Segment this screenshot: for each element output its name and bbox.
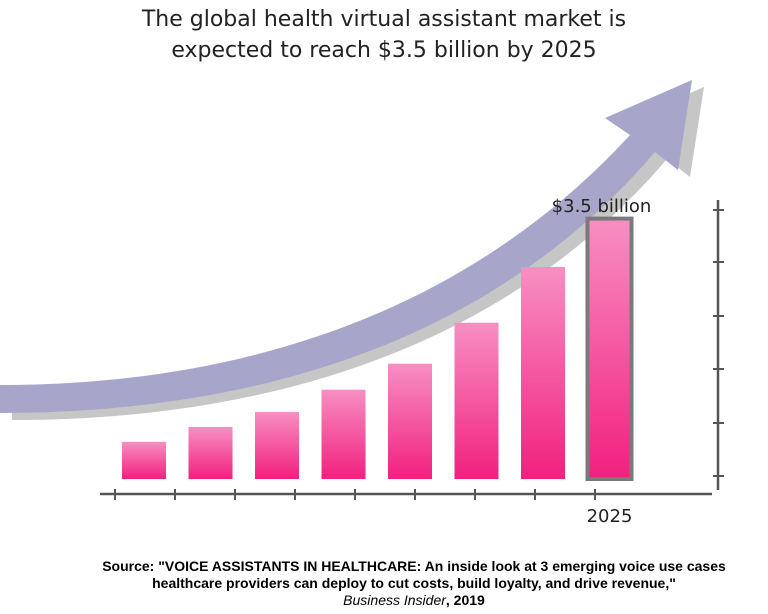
bar-6 [454,322,499,479]
source-publication: Business Insider [343,592,446,608]
bar-7 [521,266,565,479]
source-line-1: Source: "VOICE ASSISTANTS IN HEALTHCARE:… [102,558,726,574]
bar-chart: $3.5 billion 2025 [0,80,724,527]
source-year: 2019 [453,592,485,608]
bar-1 [122,441,166,479]
title-line-1: The global health virtual assistant mark… [141,7,627,32]
bar-4 [321,389,366,479]
chart-title: The global health virtual assistant mark… [0,4,768,66]
source-line-2: healthcare providers can deploy to cut c… [152,575,676,591]
bar-3 [255,412,299,479]
value-label-2025: $3.5 billion [552,196,652,217]
bar-8 [585,216,634,481]
bar-2 [188,426,233,479]
source-citation: Source: "VOICE ASSISTANTS IN HEALTHCARE:… [60,558,768,609]
bar-5 [388,363,432,479]
source-line-3: Business Insider, 2019 [60,592,768,609]
title-line-2: expected to reach $3.5 billion by 2025 [171,38,597,63]
source-separator: , [445,592,454,608]
x-tick-label-2025: 2025 [587,506,633,527]
growth-arrow [0,80,692,413]
